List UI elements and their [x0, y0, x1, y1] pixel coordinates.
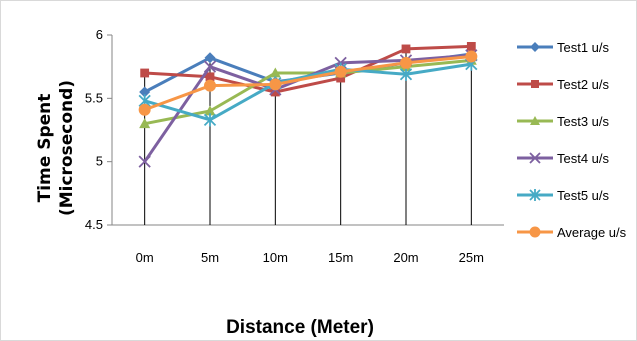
legend-label: Test1 u/s: [557, 40, 610, 55]
data-point: [138, 103, 151, 116]
x-tick-label: 25m: [459, 250, 484, 265]
x-axis-title: Distance (Meter): [226, 317, 374, 338]
x-tick-label: 10m: [263, 250, 288, 265]
x-tick-label: 5m: [201, 250, 219, 265]
legend: Test1 u/s Test2 u/s Test3 u/s Test4 u/s Test…: [517, 40, 627, 240]
legend-swatch-marker: [529, 189, 541, 201]
legend-label: Average u/s: [557, 225, 627, 240]
data-point: [399, 67, 413, 81]
data-point: [139, 118, 151, 129]
y-tick-label: 4.5: [85, 217, 103, 232]
y-tick-label: 5: [96, 154, 103, 169]
data-point: [204, 79, 216, 92]
legend-entry: Test3 u/s: [517, 114, 610, 129]
data-point: [138, 155, 151, 168]
legend-entry: Test1 u/s: [517, 40, 610, 55]
x-tick-label: 0m: [136, 250, 154, 265]
series-2: [140, 42, 476, 97]
legend-swatch-marker: [530, 42, 540, 52]
x-tick-label: 20m: [393, 250, 418, 265]
data-point: [401, 44, 411, 54]
series-6: [138, 50, 478, 116]
legend-label: Test5 u/s: [557, 188, 610, 203]
legend-label: Test2 u/s: [557, 77, 610, 92]
x-tick-label: 15m: [328, 250, 353, 265]
data-point: [204, 52, 216, 64]
data-point: [205, 72, 215, 82]
legend-swatch-marker: [529, 152, 541, 164]
legend-entry: Test5 u/s: [517, 188, 610, 203]
legend-label: Test3 u/s: [557, 114, 610, 129]
series-line: [144, 44, 472, 94]
data-point: [400, 56, 412, 69]
data-point: [139, 86, 151, 98]
legend-swatch-marker: [529, 226, 541, 238]
y-axis-title-line2: (Microsecond): [57, 80, 77, 216]
series-line: [144, 62, 472, 122]
data-point: [334, 65, 347, 78]
data-point: [270, 87, 280, 97]
data-point: [204, 105, 216, 116]
data-point: [466, 42, 476, 51]
data-point: [203, 113, 217, 127]
series-line: [144, 58, 472, 126]
legend-entry: Average u/s: [517, 225, 627, 240]
legend-label: Test4 u/s: [557, 151, 610, 166]
legend-swatch-marker: [531, 80, 539, 88]
legend-swatch-marker: [530, 116, 540, 125]
y-tick-label: 5.5: [85, 90, 103, 105]
data-point: [203, 60, 217, 73]
data-point: [269, 78, 282, 91]
data-point: [269, 67, 281, 78]
y-tick-label: 6: [96, 27, 103, 42]
data-point: [336, 73, 346, 83]
data-point: [140, 68, 150, 78]
legend-entry: Test4 u/s: [517, 151, 610, 166]
plot-area: 4.5 5 5.5 6 0m 5m 10m 15m 20m 25m: [85, 27, 504, 265]
y-axis-title-line1: Time Spent: [35, 94, 55, 203]
series-line: [144, 55, 472, 112]
legend-entry: Test2 u/s: [517, 77, 610, 92]
data-point: [465, 50, 478, 63]
